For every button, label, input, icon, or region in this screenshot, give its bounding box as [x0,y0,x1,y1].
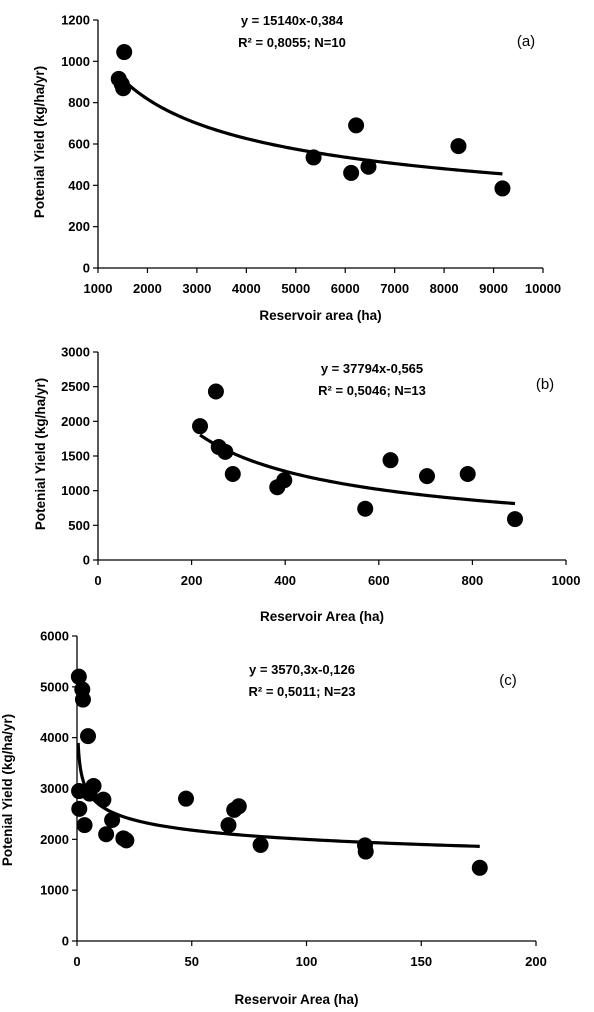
data-point [343,164,360,181]
chart-panel-3: 0 1000 2000 3000 4000 5000 6000 0 50 100 150 200 Res… [0,629,547,1008]
data-point [104,812,121,829]
y-tick-label: 800 [68,95,90,110]
x-tick-label: 10000 [525,281,561,296]
y-tick-label: 0 [62,934,69,949]
data-point [220,817,237,834]
data-point [80,728,97,745]
data-point [419,468,436,485]
trendline [117,74,503,176]
trendline-stats: R² = 0,5046; N=13 [318,383,426,398]
trendline-equation: y = 15140x-0,384 [241,13,344,28]
y-tick-label: 1000 [61,483,90,498]
data-point [76,817,93,834]
y-axis-title: Potenial Yield (kg/ha/yr) [32,66,47,218]
x-tick-label: 8000 [430,281,459,296]
y-axis-title: Potenial Yield (kg/ha/yr) [33,378,48,530]
data-point [116,44,133,61]
x-tick-label: 200 [181,573,203,588]
data-point [382,452,399,469]
y-tick-label: 600 [68,137,90,152]
data-point [450,138,467,155]
data-point [252,836,269,853]
x-tick-label: 150 [410,954,432,969]
y-tick-label: 4000 [40,730,69,745]
x-tick-label: 1000 [552,573,581,588]
y-tick-label: 200 [68,219,90,234]
data-point [118,832,135,849]
y-tick-label: 6000 [40,629,69,644]
x-tick-label: 0 [73,954,80,969]
data-point [471,859,488,876]
data-point [85,777,102,794]
data-point [230,798,247,815]
x-tick-label: 0 [94,573,101,588]
x-tick-label: 3000 [182,281,211,296]
data-point [70,668,87,685]
data-point [98,826,115,843]
panel-label: (a) [517,33,535,50]
trendline [76,741,480,848]
trendline-equation: y = 37794x-0,565 [321,361,423,376]
y-tick-label: 1500 [61,449,90,464]
y-tick-label: 1000 [40,883,69,898]
x-tick-label: 200 [525,954,547,969]
data-point [494,180,511,197]
y-tick-label: 1200 [61,13,90,28]
trendline-stats: R² = 0,8055; N=10 [238,35,346,50]
y-tick-label: 2000 [40,832,69,847]
x-tick-label: 7000 [380,281,409,296]
data-point [74,691,91,708]
data-point [276,472,293,489]
x-tick-label: 2000 [133,281,162,296]
data-point [178,790,195,807]
y-axis-title: Potenial Yield (kg/ha/yr) [0,714,15,866]
y-tick-label: 2000 [61,414,90,429]
y-tick-label: 3000 [40,781,69,796]
x-tick-label: 6000 [331,281,360,296]
panel-label: (c) [499,672,517,689]
trendline-stats: R² = 0,5011; N=23 [249,684,356,699]
x-tick-label: 400 [274,573,296,588]
data-point [207,383,224,400]
y-tick-label: 400 [68,178,90,193]
x-tick-label: 50 [185,954,199,969]
x-tick-label: 9000 [479,281,508,296]
data-point [357,843,374,860]
data-point [506,511,523,528]
x-axis-title: Reservoir area (ha) [259,308,381,323]
data-point [115,80,132,97]
y-tick-label: 1000 [61,54,90,69]
data-point [71,800,88,817]
x-tick-label: 800 [462,573,484,588]
y-tick-label: 0 [83,261,90,276]
trendline-equation: y = 3570,3x-0,126 [249,662,355,677]
panel-label: (b) [536,376,554,393]
y-tick-label: 2500 [61,379,90,394]
y-tick-label: 500 [68,518,90,533]
y-tick-label: 3000 [61,345,90,360]
trendline [199,433,516,506]
data-point [224,466,241,483]
y-tick-label: 0 [83,553,90,568]
data-point [348,117,365,134]
data-point [192,418,209,435]
y-tick-label: 5000 [40,679,69,694]
x-axis-title: Reservoir Area (ha) [260,609,384,624]
data-point [357,500,374,517]
x-tick-label: 1000 [84,281,113,296]
chart-panel-1: 0 200 400 600 800 1000 1200 1000 2000 3000 4000 500… [32,13,561,324]
data-point [459,466,476,483]
x-tick-label: 4000 [232,281,261,296]
chart-panel-2: 0 500 1000 1500 2000 2500 3000 0 200 400 600 800 100… [33,345,580,625]
x-tick-label: 5000 [281,281,310,296]
data-point [360,158,377,175]
x-tick-label: 600 [368,573,390,588]
x-tick-label: 100 [296,954,318,969]
x-axis-title: Reservoir Area (ha) [234,992,358,1007]
